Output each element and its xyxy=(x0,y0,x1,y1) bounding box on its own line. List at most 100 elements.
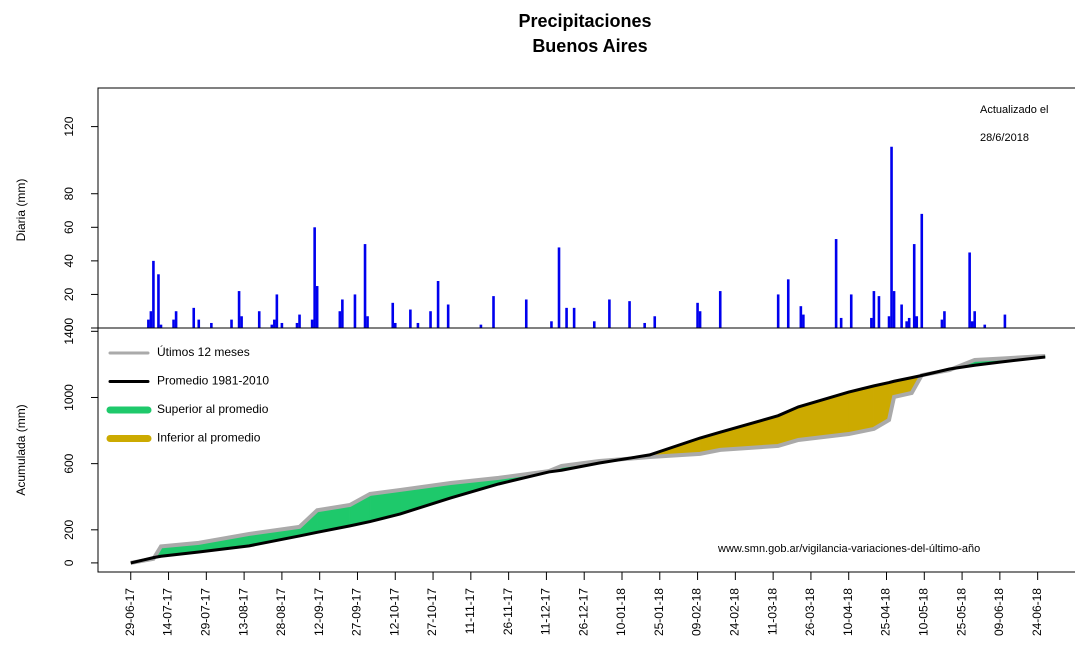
bar xyxy=(436,281,440,328)
legend-label: Promedio 1981-2010 xyxy=(157,374,269,388)
bar xyxy=(905,321,908,328)
bar xyxy=(393,322,397,328)
x-tick-label: 26-03-18 xyxy=(803,588,817,636)
below-average-fill xyxy=(848,385,875,435)
bar xyxy=(240,316,243,328)
bar xyxy=(210,322,213,328)
legend-label: Inferior al promedio xyxy=(157,431,261,445)
bar xyxy=(270,324,274,328)
x-tick-label: 13-08-17 xyxy=(236,588,250,636)
bar xyxy=(429,311,432,328)
x-tick-label: 25-01-18 xyxy=(652,588,666,636)
bar xyxy=(915,316,919,328)
bar xyxy=(298,314,301,328)
bottom-panel-frame xyxy=(97,327,1075,573)
bar xyxy=(890,146,893,328)
bar xyxy=(628,301,631,328)
bar xyxy=(912,244,916,328)
x-tick-label: 10-05-18 xyxy=(916,588,930,636)
y-tick-label: 60 xyxy=(62,220,76,234)
y-axis-label: Diaria (mm) xyxy=(14,179,28,242)
bar xyxy=(968,252,971,328)
bar xyxy=(237,291,241,328)
y-tick-label: 0 xyxy=(62,324,76,331)
y-tick-label: 20 xyxy=(62,287,76,301)
x-tick-label: 25-04-18 xyxy=(879,588,893,636)
bar xyxy=(718,291,722,328)
bar xyxy=(608,299,611,328)
bar xyxy=(565,307,568,328)
bar xyxy=(572,307,576,328)
annotation: www.smn.gob.ar/vigilancia-variaciones-de… xyxy=(717,543,980,555)
bar xyxy=(192,307,196,328)
annotation: Actualizado el xyxy=(980,104,1049,116)
bar xyxy=(786,279,790,328)
y-tick-label: 200 xyxy=(62,519,76,539)
bar xyxy=(643,322,646,328)
bar xyxy=(592,321,596,328)
x-tick-label: 26-12-17 xyxy=(576,588,590,636)
x-tick-label: 27-09-17 xyxy=(350,588,364,636)
chart-title: Precipitaciones xyxy=(518,11,651,31)
series-line xyxy=(130,355,1046,565)
y-axis-label: Acumulada (mm) xyxy=(14,404,28,495)
bar xyxy=(172,319,175,328)
x-tick-label: 10-04-18 xyxy=(841,588,855,636)
x-tick-label: 09-02-18 xyxy=(690,588,704,636)
x-tick-label: 09-06-18 xyxy=(992,588,1006,636)
bar xyxy=(147,319,150,328)
bar xyxy=(409,309,412,328)
bar xyxy=(802,314,805,328)
x-tick-label: 28-08-17 xyxy=(274,588,288,636)
bar xyxy=(849,294,853,328)
x-tick-label: 14-07-17 xyxy=(161,588,175,636)
bar xyxy=(776,294,780,328)
bar xyxy=(492,296,495,328)
x-tick-label: 29-07-17 xyxy=(198,588,212,636)
x-tick-label: 26-11-17 xyxy=(501,588,515,635)
x-tick-label: 24-02-18 xyxy=(728,588,742,636)
x-tick-label: 10-01-18 xyxy=(614,588,628,636)
bar xyxy=(174,311,178,328)
y-tick-label: 0 xyxy=(62,559,76,566)
bar xyxy=(887,316,891,328)
bar xyxy=(310,319,314,328)
y-tick-label: 1400 xyxy=(62,318,76,345)
bar xyxy=(391,302,395,328)
plot-layer xyxy=(130,146,1046,565)
bar xyxy=(315,286,319,328)
bar xyxy=(943,311,946,328)
x-tick-label: 27-10-17 xyxy=(425,588,439,636)
x-tick-label: 12-09-17 xyxy=(312,588,326,636)
y-tick-label: 120 xyxy=(62,116,76,136)
x-tick-label: 29-06-17 xyxy=(123,588,137,636)
bar xyxy=(197,319,201,328)
x-tick-label: 25-05-18 xyxy=(954,588,968,636)
bar xyxy=(275,294,279,328)
bar xyxy=(257,311,261,328)
bar xyxy=(920,213,924,328)
bar xyxy=(479,324,483,328)
x-tick-label: 11-12-17 xyxy=(539,588,553,635)
bar xyxy=(970,321,974,328)
legend-label: Superior al promedio xyxy=(157,402,269,416)
bar xyxy=(983,324,987,328)
bar xyxy=(698,311,702,328)
bar xyxy=(295,322,299,328)
bar xyxy=(416,322,420,328)
bar xyxy=(907,317,911,328)
y-tick-label: 80 xyxy=(62,187,76,201)
bar xyxy=(799,306,803,328)
x-tick-label: 24-06-18 xyxy=(1030,588,1044,636)
bar xyxy=(338,311,342,328)
bar xyxy=(872,291,876,328)
bar xyxy=(550,321,553,328)
y-tick-label: 40 xyxy=(62,254,76,268)
bar xyxy=(152,260,155,328)
bar xyxy=(900,304,903,328)
legend-label: Útimos 12 meses xyxy=(157,344,250,359)
bar xyxy=(230,319,233,328)
y-tick-label: 1000 xyxy=(62,384,76,411)
x-tick-label: 11-11-17 xyxy=(463,588,477,635)
